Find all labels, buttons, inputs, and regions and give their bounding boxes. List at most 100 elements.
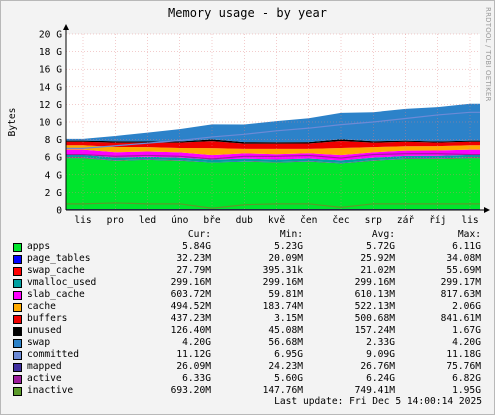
x-tick-label: kvě [268,214,286,226]
legend-avg: 522.13M [354,301,395,312]
area-page-tables [66,157,480,164]
legend-max: 75.76M [446,361,481,372]
legend-swatch [13,351,22,360]
legend-min: 6.95G [274,349,303,360]
legend-max: 2.06G [452,301,481,312]
legend-name: buffers [27,313,68,324]
legend-min: 20.09M [268,253,303,264]
area-unused [66,139,480,144]
legend-max: 1.67G [452,325,481,336]
y-tick-label: 10 G [39,118,62,129]
legend-swatch [13,303,22,312]
x-tick-label: čec [332,214,349,226]
legend-cur: 32.23M [176,253,211,264]
legend-name: active [27,373,62,384]
legend-header: Cur: Min: Avg: Max: [13,229,483,241]
legend-cur: 11.12G [176,349,211,360]
legend-cur: 5.84G [182,241,211,252]
legend-min: 183.74M [262,301,303,312]
legend-name: apps [27,241,51,252]
chart-title: Memory usage - by year [168,6,327,20]
x-tick-label: čen [300,214,317,226]
line-active [66,153,480,160]
legend-swatch [13,363,22,372]
legend-row-active: active 6.33G 5.60G 6.24G 6.82G [13,373,483,385]
legend-max: 55.69M [446,265,481,276]
legend-swatch [13,255,22,264]
y-tick-label: 2 G [45,188,63,199]
x-axis-arrow [484,207,490,213]
legend: Cur: Min: Avg: Max: apps 5.84G 5.23G 5.72G 6… [13,229,483,397]
x-tick-label: srp [365,215,383,226]
legend-min: 147.76M [262,385,303,396]
x-tick-label: lis [461,215,478,226]
legend-avg: 610.13M [354,289,395,300]
legend-avg: 157.24M [354,325,395,336]
legend-max: 6.11G [452,241,481,252]
y-tick-label: 18 G [39,47,62,58]
line-inactive [66,202,480,209]
x-tick-label: úno [171,214,189,226]
legend-row-vmalloc-used: vmalloc_used 299.16M 299.16M 299.16M 299.17M [13,277,483,289]
area-slab-cache [66,149,480,161]
legend-cur: 6.33G [182,373,211,384]
last-update: Last update: Fri Dec 5 14:00:14 2025 [274,396,482,407]
y-tick-label: 4 G [45,170,63,181]
legend-cur: 26.09M [176,361,211,372]
legend-row-swap-cache: swap_cache 27.79M 395.31k 21.02M 55.69M [13,265,483,277]
line-committed [66,111,480,149]
legend-min: 24.23M [268,361,303,372]
x-tick-label: dub [236,215,254,226]
legend-cur: 693.20M [170,385,211,396]
legend-cur: 494.52M [170,301,211,312]
legend-min: 59.81M [268,289,303,300]
legend-cur: 437.23M [170,313,211,324]
legend-min: 5.23G [274,241,303,252]
y-tick-label: 8 G [45,135,63,146]
legend-name: swap [27,337,51,348]
legend-header-cur: Cur: [187,229,211,240]
legend-name: swap_cache [27,265,85,276]
legend-max: 299.17M [440,277,481,288]
legend-swatch [13,315,22,324]
legend-cur: 299.16M [170,277,211,288]
legend-min: 56.68M [268,337,303,348]
legend-row-page-tables: page_tables 32.23M 20.09M 25.92M 34.08M [13,253,483,265]
legend-avg: 6.24G [366,373,395,384]
legend-name: page_tables [27,253,91,264]
legend-row-buffers: buffers 437.23M 3.15M 500.68M 841.61M [13,313,483,325]
legend-avg: 749.41M [354,385,395,396]
area-vmalloc-used [66,154,480,164]
legend-swatch [13,279,22,288]
x-tick-label: říj [429,214,446,226]
legend-name: inactive [27,385,74,396]
legend-row-swap: swap 4.20G 56.68M 2.33G 4.20G [13,337,483,349]
legend-row-unused: unused 126.40M 45.08M 157.24M 1.67G [13,325,483,337]
legend-swatch [13,267,22,276]
legend-name: mapped [27,361,62,372]
legend-name: committed [27,349,79,360]
x-tick-label: zář [397,214,415,226]
legend-avg: 299.16M [354,277,395,288]
legend-swatch [13,291,22,300]
legend-avg: 5.72G [366,241,395,252]
y-axis-arrow [63,24,69,30]
legend-max: 817.63M [440,289,481,300]
legend-cur: 126.40M [170,325,211,336]
legend-max: 34.08M [446,253,481,264]
legend-row-slab-cache: slab_cache 603.72M 59.81M 610.13M 817.63M [13,289,483,301]
legend-avg: 500.68M [354,313,395,324]
legend-row-cache: cache 494.52M 183.74M 522.13M 2.06G [13,301,483,313]
y-tick-label: 6 G [45,153,63,164]
legend-row-committed: committed 11.12G 6.95G 9.09G 11.18G [13,349,483,361]
legend-name: vmalloc_used [27,277,97,288]
legend-row-apps: apps 5.84G 5.23G 5.72G 6.11G [13,241,483,253]
legend-header-avg: Avg: [371,229,395,240]
legend-cur: 27.79M [176,265,211,276]
legend-swatch [13,375,22,384]
legend-swatch [13,243,22,252]
legend-max: 6.82G [452,373,481,384]
y-tick-label: 14 G [39,82,62,93]
legend-avg: 25.92M [360,253,395,264]
